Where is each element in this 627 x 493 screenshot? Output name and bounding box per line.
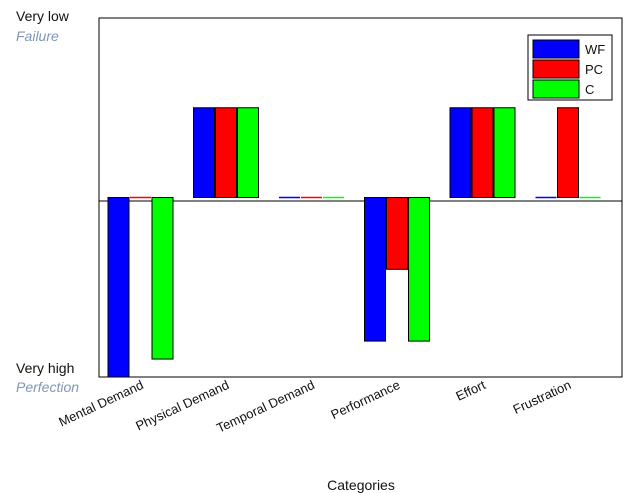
bar-pc-physical-demand [215,107,237,198]
bar-c-mental-demand [151,197,174,360]
bar-c-physical-demand [237,107,259,198]
legend-label-c: C [585,82,594,97]
legend-label-pc: PC [585,62,603,77]
legend-swatch-c [532,79,580,99]
legend-item-wf: WF [532,39,605,59]
legend-item-pc: PC [532,59,603,79]
bar-wf-performance [364,197,386,342]
bar-c-effort [493,107,516,198]
plot-area [98,17,623,378]
bar-c-performance [408,197,430,342]
y-top-label: Very low [16,8,70,24]
y-top-sublabel: Failure [16,28,59,44]
legend-items: WF PC C [532,39,605,99]
legend-swatch-pc [532,59,580,79]
legend-swatch-wf [532,39,580,59]
legend: WF PC C [527,34,613,101]
legend-item-c: C [532,79,594,99]
bar-wf-physical-demand [193,107,215,198]
bar-pc-performance [386,197,408,270]
bar-pc-effort [471,107,494,198]
y-bottom-sublabel: Perfection [16,379,79,395]
bar-pc-frustration [557,107,579,198]
legend-label-wf: WF [585,42,605,57]
bar-wf-mental-demand [107,197,130,378]
x-axis-label: Categories [327,477,395,493]
y-axis-labels: Very low Failure Very high Perfection [16,8,79,395]
y-bottom-label: Very high [16,360,74,376]
plot-frame [98,17,623,378]
bar-wf-effort [449,107,472,198]
bars-layer [107,107,601,378]
